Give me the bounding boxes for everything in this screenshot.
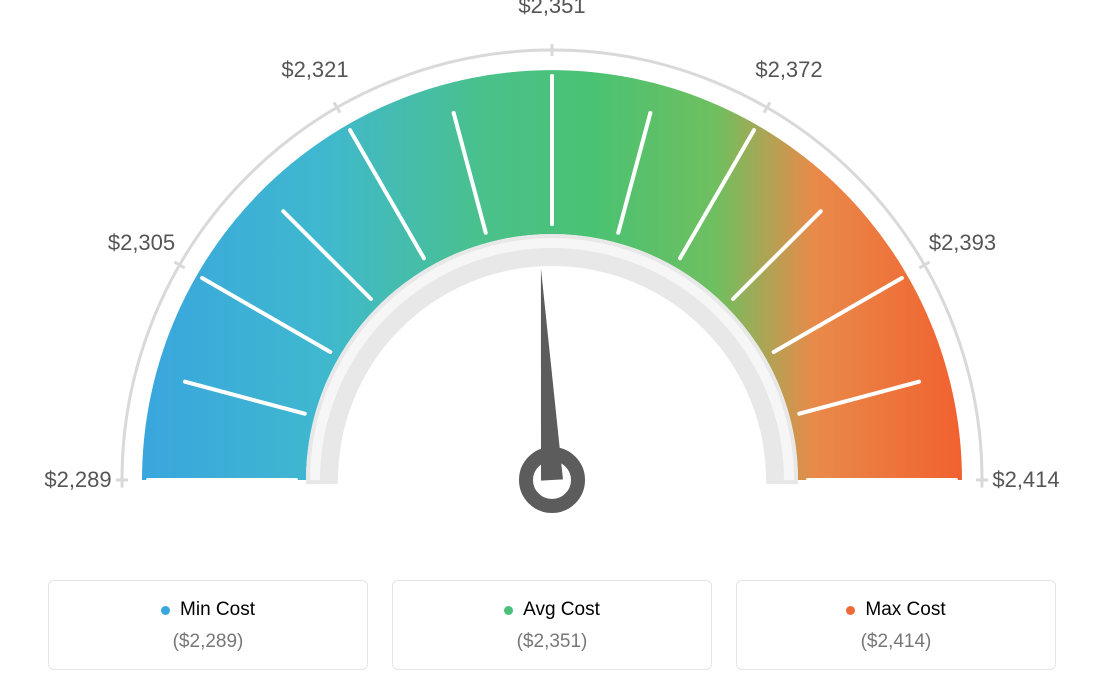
min-cost-title: Min Cost <box>161 599 255 621</box>
min-cost-card: Min Cost ($2,289) <box>48 580 368 670</box>
gauge-tick-label: $2,351 <box>518 0 585 19</box>
chart-container: $2,289 $2,305 $2,321 $2,351 $2,372 $2,393 $2,4… <box>0 0 1104 690</box>
gauge-tick-label: $2,372 <box>755 57 822 83</box>
gauge-svg <box>0 0 1104 560</box>
min-cost-label: Min Cost <box>180 599 255 621</box>
avg-cost-title: Avg Cost <box>504 599 600 621</box>
summary-cards: Min Cost ($2,289) Avg Cost ($2,351) Max … <box>0 580 1104 670</box>
max-cost-label: Max Cost <box>865 599 945 621</box>
avg-cost-label: Avg Cost <box>523 599 600 621</box>
min-cost-value: ($2,289) <box>59 631 357 653</box>
max-cost-value: ($2,414) <box>747 631 1045 653</box>
avg-cost-value: ($2,351) <box>403 631 701 653</box>
max-dot-icon <box>846 606 855 615</box>
max-cost-title: Max Cost <box>846 599 945 621</box>
gauge-chart: $2,289 $2,305 $2,321 $2,351 $2,372 $2,393 $2,4… <box>0 0 1104 560</box>
gauge-tick-label: $2,414 <box>992 467 1059 493</box>
avg-cost-card: Avg Cost ($2,351) <box>392 580 712 670</box>
max-cost-card: Max Cost ($2,414) <box>736 580 1056 670</box>
avg-dot-icon <box>504 606 513 615</box>
gauge-tick-label: $2,393 <box>929 230 996 256</box>
gauge-tick-label: $2,289 <box>44 467 111 493</box>
min-dot-icon <box>161 606 170 615</box>
gauge-tick-label: $2,305 <box>108 230 175 256</box>
gauge-tick-label: $2,321 <box>281 57 348 83</box>
